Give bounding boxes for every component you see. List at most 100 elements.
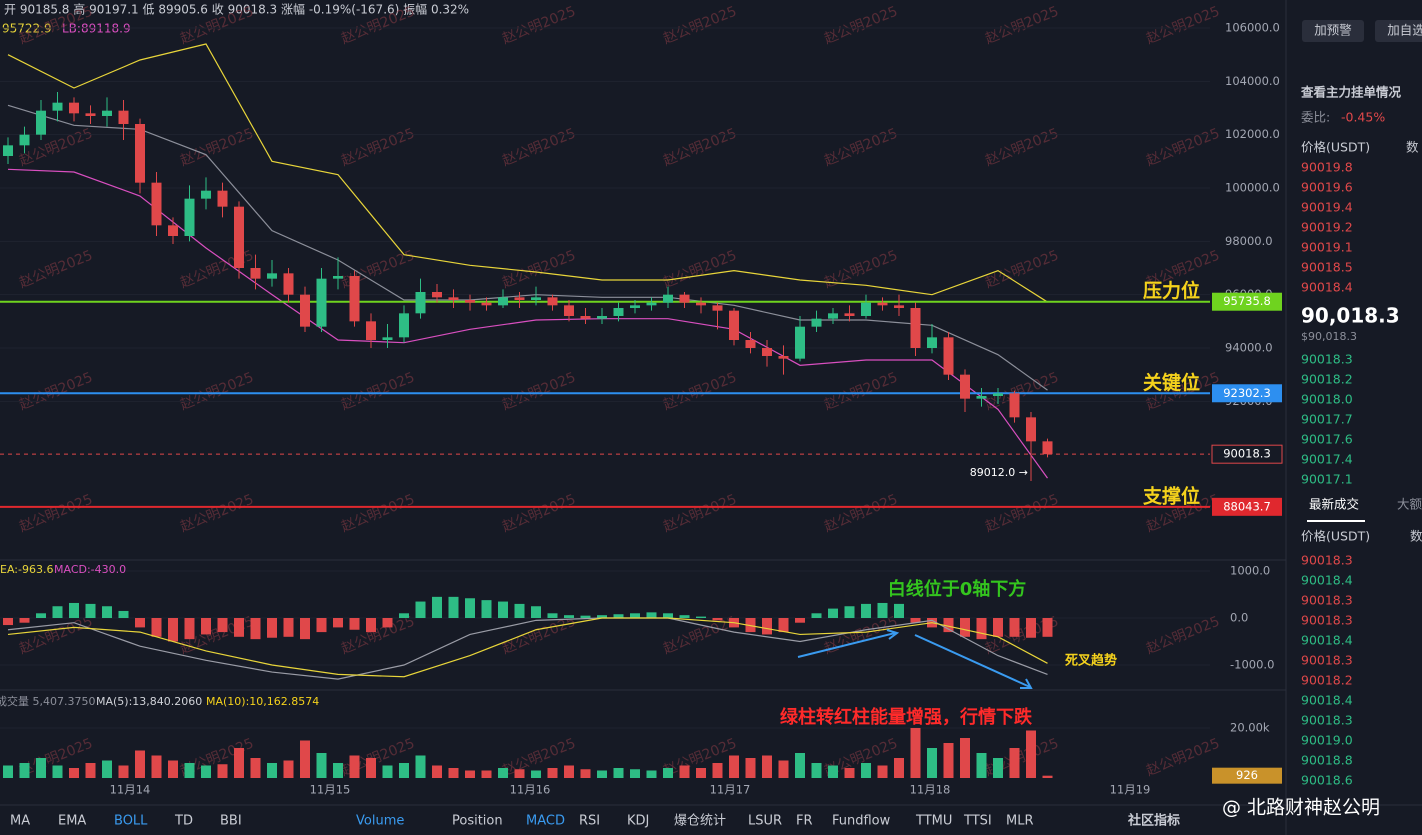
indicator-tab[interactable]: LSUR	[748, 814, 782, 829]
x-tick-label: 11月17	[710, 783, 751, 797]
button[interactable]	[1302, 20, 1364, 42]
volume-bar	[910, 728, 921, 778]
candle-body	[762, 348, 772, 356]
macd-bar	[102, 606, 112, 618]
indicator-tab[interactable]: FR	[796, 814, 813, 829]
y-tick-label: 106000.0	[1225, 21, 1280, 35]
ratio-label: 委比:	[1301, 110, 1330, 125]
macd-bar	[366, 618, 376, 633]
indicator-tab[interactable]: TD	[174, 814, 193, 829]
volume-bar	[778, 760, 789, 778]
ratio: -0.45%	[1341, 110, 1385, 125]
indicator-tab[interactable]: Position	[452, 814, 503, 829]
volume-bar	[795, 753, 805, 778]
trade-tab[interactable]: 大额	[1397, 497, 1422, 512]
indicator-tab[interactable]: MA	[10, 814, 30, 829]
indicator-tab[interactable]: Volume	[356, 814, 404, 829]
volume-bar	[498, 768, 508, 778]
candle-body	[333, 276, 343, 279]
macd-dif	[7, 617, 1048, 680]
indicator-tab[interactable]: RSI	[579, 814, 600, 829]
boll-lower	[7, 168, 1048, 479]
volume-bar	[481, 770, 492, 778]
candle-body	[300, 294, 310, 327]
macd-bar	[613, 614, 624, 618]
candle-body	[861, 302, 871, 316]
macd-bar	[993, 618, 1003, 637]
trade-tab[interactable]: 最新成交	[1309, 497, 1359, 512]
candle-body	[234, 206, 244, 268]
macd-bar	[861, 603, 871, 618]
candle-body	[531, 297, 541, 300]
candle-body	[943, 337, 954, 375]
indicator-tab[interactable]: TTSI	[963, 814, 992, 829]
volume-bar	[184, 763, 195, 778]
candle-body	[927, 337, 937, 348]
column-header: 价格(USDT)	[1301, 529, 1370, 544]
candle-body	[102, 110, 112, 116]
candle-body	[696, 302, 706, 306]
candle-body	[250, 268, 261, 279]
macd-bar	[333, 618, 343, 628]
volume-bar	[547, 768, 558, 778]
candle-body	[135, 124, 145, 183]
indicator-tab[interactable]: KDJ	[627, 814, 649, 829]
bid-price: 90017.4	[1301, 452, 1353, 467]
macd-bar	[514, 603, 525, 618]
button-label[interactable]: 加预警	[1314, 23, 1352, 38]
candle-body	[976, 396, 987, 399]
level-name: 关键位	[1143, 371, 1200, 394]
y-tick-label: 20.00k	[1230, 721, 1270, 735]
candle-body	[382, 337, 393, 340]
candle-body	[580, 316, 591, 319]
volume-bar	[1026, 730, 1036, 778]
candle-body	[217, 190, 228, 207]
indicator-tab[interactable]: BOLL	[114, 814, 148, 829]
candle-body	[366, 321, 376, 340]
panel-bg	[1287, 0, 1422, 835]
y-tick-label: 102000.0	[1225, 127, 1280, 141]
macd-bar	[432, 596, 442, 618]
volume-bar	[316, 753, 327, 778]
ask-price: 90019.1	[1301, 240, 1353, 255]
volume-bar	[201, 765, 211, 778]
indicator-tab[interactable]: TTMU	[915, 814, 952, 829]
panel-title[interactable]: 查看主力挂单情况	[1300, 85, 1402, 100]
button[interactable]	[1375, 20, 1422, 42]
y-tick-label: 0.0	[1230, 611, 1248, 625]
macd-bar	[3, 618, 13, 626]
volume-bar	[927, 748, 937, 778]
macd-bar	[828, 608, 838, 618]
volume-bar	[168, 760, 178, 778]
indicator-tab[interactable]: MLR	[1006, 814, 1034, 829]
macd-bar	[481, 600, 492, 618]
volume-bar	[300, 740, 310, 778]
volume-bar	[514, 769, 525, 778]
candle-body	[547, 297, 558, 306]
volume-bar	[696, 768, 706, 778]
volume-bar	[729, 755, 739, 778]
macd-bar	[151, 618, 162, 637]
ask-price: 90019.6	[1301, 180, 1353, 195]
community-tab[interactable]: 社区指标	[1127, 813, 1180, 829]
volume-bar	[828, 765, 838, 778]
volume-bar	[36, 758, 46, 778]
indicator-tab[interactable]: 爆仓统计	[674, 814, 726, 829]
trade-price: 90018.4	[1301, 573, 1353, 588]
indicator-tab[interactable]: Fundflow	[832, 814, 891, 829]
macd-bar	[36, 613, 46, 618]
annotation: 白线位于0轴下方	[888, 578, 1027, 600]
candle-body	[712, 305, 723, 311]
last-price-label: 90018.3	[1223, 447, 1271, 461]
volume-tag	[1212, 767, 1282, 784]
level-tag	[1212, 292, 1282, 311]
candle-body	[168, 225, 178, 236]
indicator-tab[interactable]: BBI	[220, 814, 242, 829]
button-label[interactable]: 加自选	[1387, 23, 1422, 38]
indicator-tab[interactable]: MACD	[526, 814, 565, 829]
signature: @ 北路财神赵公明	[1222, 797, 1380, 819]
candle-body	[69, 102, 79, 114]
indicator-tab[interactable]: EMA	[58, 814, 86, 829]
